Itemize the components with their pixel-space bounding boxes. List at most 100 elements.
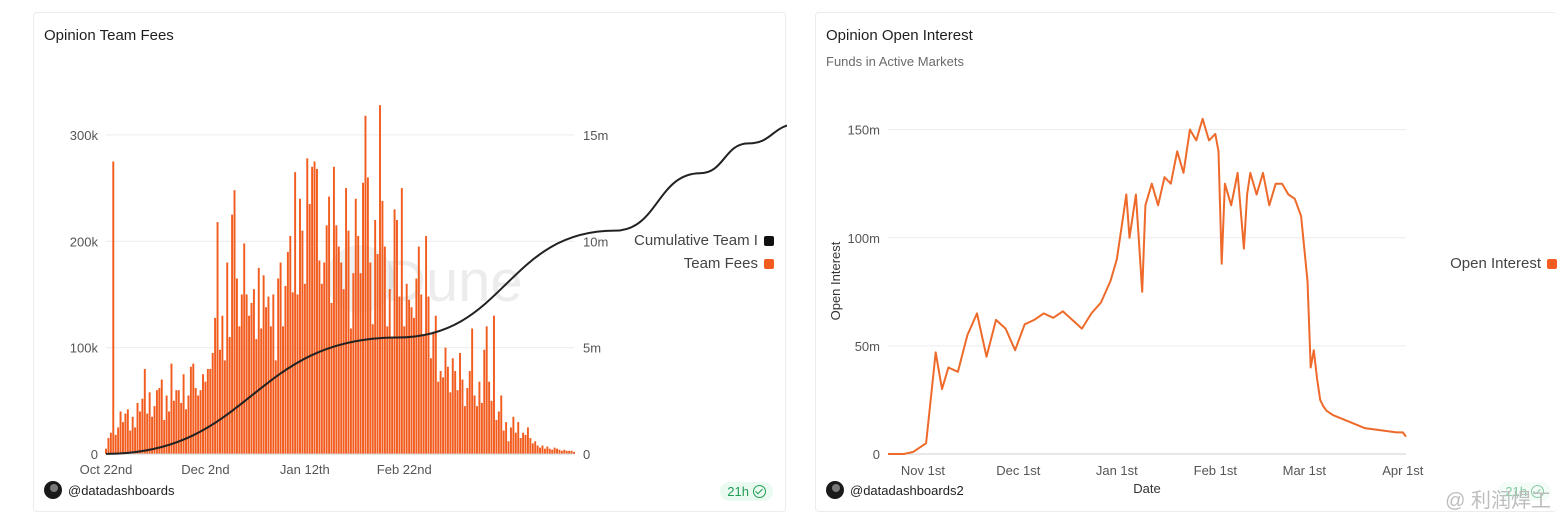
x-tick-label: Dec 2nd xyxy=(181,462,229,477)
bar xyxy=(158,388,161,454)
bar xyxy=(185,409,187,454)
bar xyxy=(362,182,365,455)
bar xyxy=(204,381,207,454)
bar xyxy=(211,352,214,454)
bar xyxy=(442,377,445,454)
bar xyxy=(323,262,326,454)
bar xyxy=(257,267,260,454)
bar xyxy=(272,294,275,454)
bar xyxy=(446,366,449,454)
bar xyxy=(461,379,464,454)
author-footer[interactable]: @datadashboards2 xyxy=(826,481,964,499)
x-tick-label: Mar 1st xyxy=(1283,463,1327,478)
y-tick-label: 50m xyxy=(855,339,880,354)
bar xyxy=(146,413,149,454)
bar xyxy=(269,326,272,454)
bar xyxy=(282,326,284,454)
bar xyxy=(560,450,563,454)
bar xyxy=(245,294,248,454)
bar xyxy=(379,105,381,455)
bar xyxy=(526,427,529,454)
bar xyxy=(265,307,268,454)
bar xyxy=(422,334,425,454)
bar xyxy=(490,400,493,454)
legend-item[interactable]: Open Interest xyxy=(1450,255,1557,272)
bar xyxy=(330,302,333,454)
bar xyxy=(546,446,549,454)
author-handle[interactable]: @datadashboards2 xyxy=(850,482,964,498)
bar xyxy=(129,430,132,454)
bar xyxy=(279,262,282,454)
bar xyxy=(371,324,374,454)
bar xyxy=(369,262,372,454)
bar xyxy=(444,347,447,454)
bar xyxy=(107,438,110,454)
check-icon xyxy=(1531,485,1544,498)
x-axis-title: Date xyxy=(1133,481,1160,496)
bar xyxy=(471,328,474,454)
bar xyxy=(187,395,190,454)
bar xyxy=(573,451,575,454)
check-icon xyxy=(753,485,766,498)
bar xyxy=(480,402,483,454)
bar xyxy=(260,328,263,454)
bar xyxy=(228,337,231,454)
bar xyxy=(216,222,219,454)
bar xyxy=(553,447,556,454)
bar xyxy=(354,198,357,454)
bar xyxy=(509,427,512,454)
bar xyxy=(408,299,411,454)
bar xyxy=(415,278,418,454)
bar xyxy=(476,406,478,454)
y-tick-label: 100k xyxy=(70,341,99,356)
bar xyxy=(364,115,367,454)
bar xyxy=(235,278,238,454)
bar xyxy=(194,388,197,454)
legend-item[interactable]: Team Fees xyxy=(684,255,774,272)
bar xyxy=(454,371,457,454)
bar xyxy=(439,371,442,454)
y-tick-label: 200k xyxy=(70,234,99,249)
bar xyxy=(117,427,120,454)
bar xyxy=(505,422,508,454)
refresh-badge[interactable]: 21h xyxy=(720,482,773,501)
team-fees-panel: Opinion Team Fees 0 100k 200k 300k 0 5m 10m 15m… xyxy=(33,12,787,512)
y-tick-label: 300k xyxy=(70,128,99,143)
bar xyxy=(534,441,537,454)
author-footer[interactable]: @datadashboards xyxy=(44,481,174,499)
bar xyxy=(199,390,202,454)
bar xyxy=(449,392,452,454)
bar xyxy=(456,390,459,454)
chart-title: Opinion Team Fees xyxy=(44,27,174,44)
bar xyxy=(507,441,510,454)
chart-legend: Cumulative Team I Team Fees xyxy=(634,232,774,272)
bar xyxy=(177,390,180,454)
bar xyxy=(335,225,338,454)
author-handle[interactable]: @datadashboards xyxy=(68,482,175,498)
y-tick-label: 0 xyxy=(873,447,880,462)
bar xyxy=(306,158,309,455)
open-interest-panel: Opinion Open Interest Funds in Active Ma… xyxy=(815,12,1557,512)
bar xyxy=(308,204,311,454)
bar xyxy=(412,317,415,454)
x-tick-label: Jan 12th xyxy=(280,462,330,477)
bar xyxy=(497,411,500,454)
bar xyxy=(209,368,212,454)
bar xyxy=(376,254,379,454)
y-tick-label: 100m xyxy=(847,231,880,246)
bar xyxy=(473,395,476,454)
bar xyxy=(539,447,542,454)
bar xyxy=(262,275,265,454)
bar xyxy=(313,161,316,454)
legend-item[interactable]: Cumulative Team I xyxy=(634,232,774,249)
bar xyxy=(138,411,141,454)
refresh-badge[interactable]: 21h xyxy=(1498,482,1551,501)
bar xyxy=(168,411,171,454)
bar xyxy=(223,360,226,454)
bar xyxy=(182,374,185,454)
author-avatar xyxy=(44,481,62,499)
bar xyxy=(131,416,134,454)
bar xyxy=(410,307,413,454)
x-tick-label: Apr 1st xyxy=(1382,463,1424,478)
bar xyxy=(109,432,112,454)
